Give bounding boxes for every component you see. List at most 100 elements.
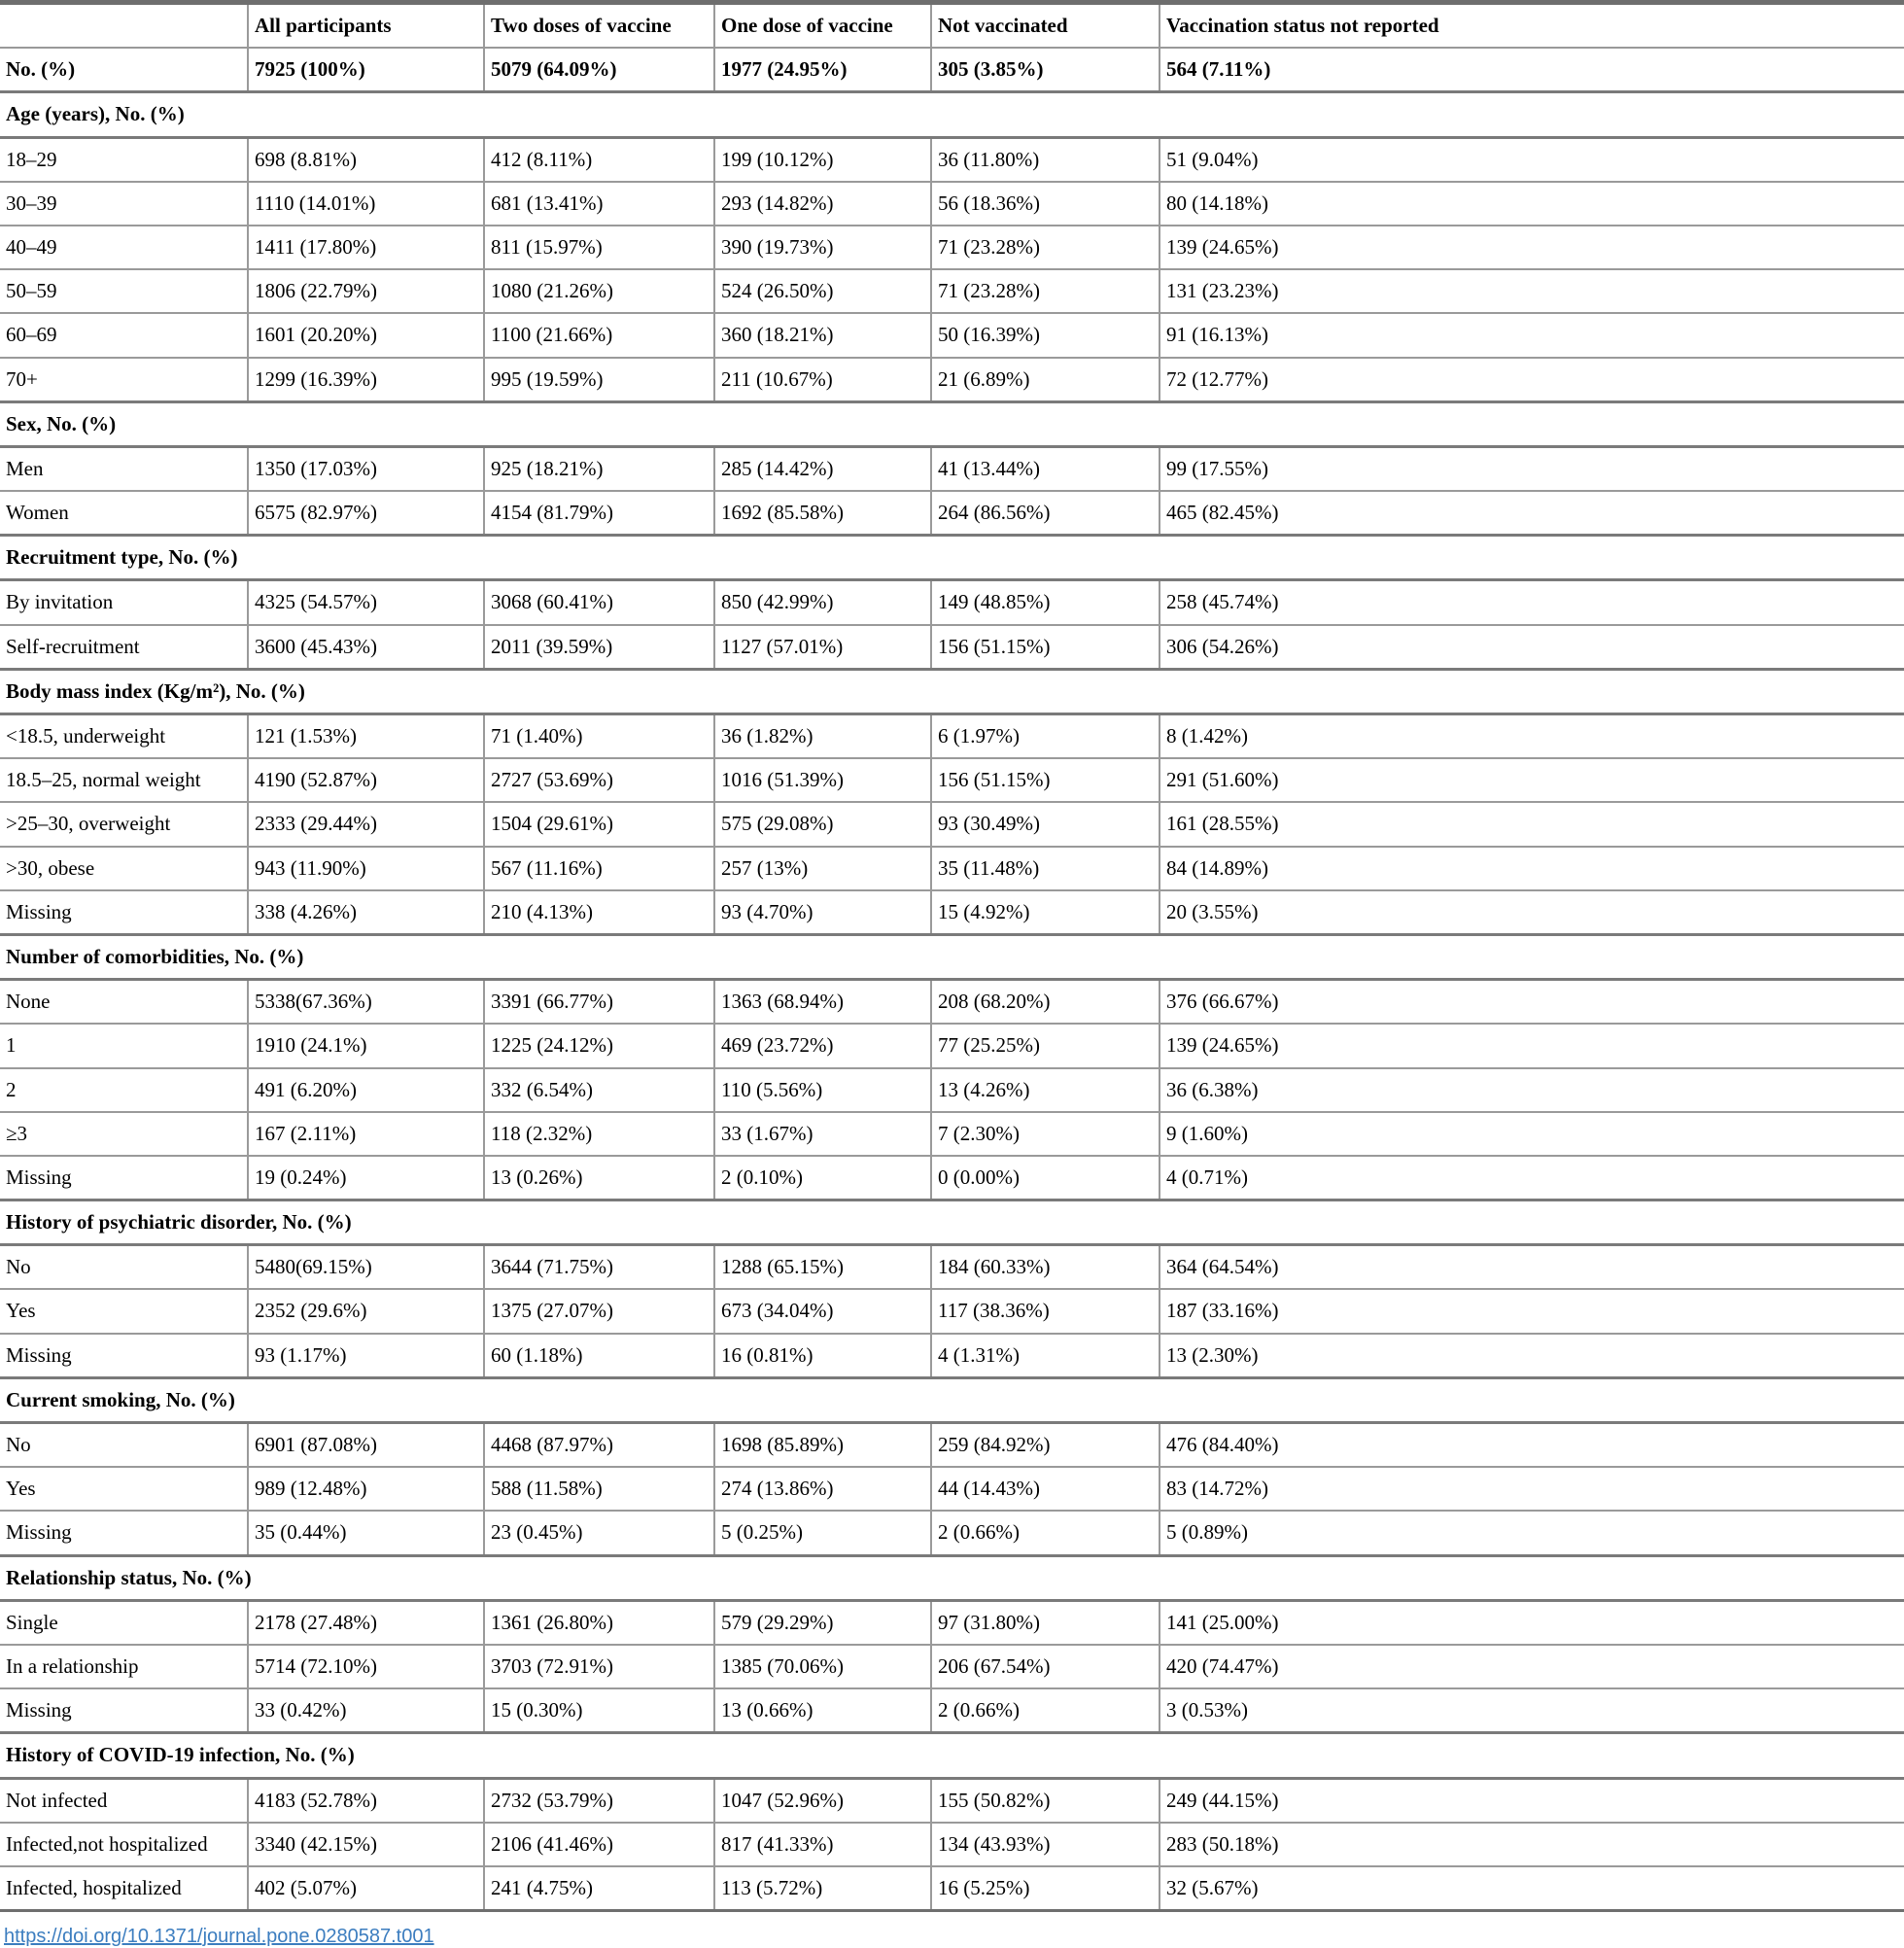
- table-row: >30, obese 943 (11.90%) 567 (11.16%) 257 (1…: [0, 845, 1904, 890]
- cell-value: 156 (51.15%): [930, 623, 1160, 670]
- cell-value: 698 (8.81%): [247, 136, 484, 182]
- cell-value: 3391 (66.77%): [483, 978, 714, 1025]
- cell-value: 8 (1.42%): [1159, 713, 1904, 759]
- cell-value: 77 (25.25%): [930, 1023, 1160, 1068]
- cell-value: 2 (0.66%): [930, 1510, 1160, 1556]
- row-label: >25–30, overweight: [0, 801, 248, 847]
- table-row: 60–69 1601 (20.20%) 1100 (21.66%) 360 (18.2…: [0, 312, 1904, 358]
- cell-value: 36 (11.80%): [930, 136, 1160, 182]
- cell-value: 7 (2.30%): [930, 1110, 1160, 1156]
- corner-cell: [0, 2, 248, 50]
- cell-value: 113 (5.72%): [713, 1864, 931, 1911]
- cell-value: 167 (2.11%): [247, 1110, 484, 1156]
- cell-value: 1361 (26.80%): [483, 1599, 714, 1645]
- cell-value: 1977 (24.95%): [713, 47, 931, 92]
- row-label: ≥3: [0, 1110, 248, 1156]
- row-label: 50–59: [0, 268, 248, 314]
- cell-value: 208 (68.20%): [930, 978, 1160, 1025]
- cell-value: 1601 (20.20%): [247, 312, 484, 358]
- row-label: >30, obese: [0, 845, 248, 890]
- row-label: 70+: [0, 356, 248, 402]
- table-row: 2 491 (6.20%) 332 (6.54%) 110 (5.56%) 13 (4.…: [0, 1066, 1904, 1112]
- cell-value: 56 (18.36%): [930, 180, 1160, 226]
- cell-value: 33 (0.42%): [247, 1687, 484, 1733]
- cell-value: 1806 (22.79%): [247, 268, 484, 314]
- cell-value: 491 (6.20%): [247, 1066, 484, 1112]
- cell-value: 2732 (53.79%): [483, 1777, 714, 1823]
- cell-value: 134 (43.93%): [930, 1821, 1160, 1866]
- cell-value: 0 (0.00%): [930, 1154, 1160, 1200]
- cell-value: 141 (25.00%): [1159, 1599, 1904, 1645]
- cell-value: 13 (2.30%): [1159, 1332, 1904, 1378]
- cell-value: 131 (23.23%): [1159, 268, 1904, 314]
- table-row: 70+ 1299 (16.39%) 995 (19.59%) 211 (10.67%)…: [0, 356, 1904, 402]
- column-header: All participants: [247, 2, 484, 50]
- cell-value: 211 (10.67%): [713, 356, 931, 402]
- cell-value: 4325 (54.57%): [247, 578, 484, 625]
- section-header-row: Sex, No. (%): [0, 400, 1904, 448]
- cell-value: 4154 (81.79%): [483, 490, 714, 536]
- cell-value: 2 (0.66%): [930, 1687, 1160, 1733]
- row-label: 2: [0, 1066, 248, 1112]
- cell-value: 5079 (64.09%): [483, 47, 714, 92]
- section-header-row: Body mass index (Kg/m²), No. (%): [0, 667, 1904, 716]
- cell-value: 161 (28.55%): [1159, 801, 1904, 847]
- cell-value: 23 (0.45%): [483, 1510, 714, 1556]
- cell-value: 1504 (29.61%): [483, 801, 714, 847]
- cell-value: 257 (13%): [713, 845, 931, 890]
- cell-value: 376 (66.67%): [1159, 978, 1904, 1025]
- cell-value: 21 (6.89%): [930, 356, 1160, 402]
- table-row: ≥3 167 (2.11%) 118 (2.32%) 33 (1.67%) 7 (2.3…: [0, 1110, 1904, 1156]
- cell-value: 6901 (87.08%): [247, 1421, 484, 1468]
- section-header: Number of comorbidities, No. (%): [0, 932, 1904, 982]
- cell-value: 5714 (72.10%): [247, 1643, 484, 1689]
- cell-value: 2106 (41.46%): [483, 1821, 714, 1866]
- cell-value: 41 (13.44%): [930, 445, 1160, 492]
- row-label: Single: [0, 1599, 248, 1645]
- cell-value: 811 (15.97%): [483, 224, 714, 270]
- section-header: History of psychiatric disorder, No. (%): [0, 1199, 1904, 1247]
- cell-value: 118 (2.32%): [483, 1110, 714, 1156]
- cell-value: 850 (42.99%): [713, 578, 931, 625]
- cell-value: 364 (64.54%): [1159, 1243, 1904, 1290]
- cell-value: 80 (14.18%): [1159, 180, 1904, 226]
- cell-value: 199 (10.12%): [713, 136, 931, 182]
- cell-value: 155 (50.82%): [930, 1777, 1160, 1823]
- cell-value: 4183 (52.78%): [247, 1777, 484, 1823]
- cell-value: 995 (19.59%): [483, 356, 714, 402]
- cell-value: 99 (17.55%): [1159, 445, 1904, 492]
- table-row: No 5480(69.15%) 3644 (71.75%) 1288 (65.15%)…: [0, 1243, 1904, 1290]
- row-label: 30–39: [0, 180, 248, 226]
- cell-value: 567 (11.16%): [483, 845, 714, 890]
- row-label: <18.5, underweight: [0, 713, 248, 759]
- table-row: 50–59 1806 (22.79%) 1080 (21.26%) 524 (26.5…: [0, 268, 1904, 314]
- column-header: Vaccination status not reported: [1159, 2, 1904, 50]
- section-header: Age (years), No. (%): [0, 90, 1904, 139]
- section-header: Relationship status, No. (%): [0, 1553, 1904, 1602]
- cell-value: 3340 (42.15%): [247, 1821, 484, 1866]
- cell-value: 1350 (17.03%): [247, 445, 484, 492]
- cell-value: 36 (1.82%): [713, 713, 931, 759]
- table-row: In a relationship 5714 (72.10%) 3703 (72.9…: [0, 1643, 1904, 1689]
- cell-value: 283 (50.18%): [1159, 1821, 1904, 1866]
- row-label: Women: [0, 490, 248, 536]
- column-header: One dose of vaccine: [713, 2, 931, 50]
- table-row: 30–39 1110 (14.01%) 681 (13.41%) 293 (14.82…: [0, 180, 1904, 226]
- doi-link[interactable]: https://doi.org/10.1371/journal.pone.028…: [4, 1926, 434, 1948]
- cell-value: 402 (5.07%): [247, 1864, 484, 1911]
- row-label: Missing: [0, 1687, 248, 1733]
- row-label: Missing: [0, 1332, 248, 1378]
- cell-value: 1047 (52.96%): [713, 1777, 931, 1823]
- column-header: Not vaccinated: [930, 2, 1160, 50]
- cell-value: 588 (11.58%): [483, 1466, 714, 1512]
- table-row: 1 1910 (24.1%) 1225 (24.12%) 469 (23.72%) 77…: [0, 1023, 1904, 1068]
- table-row: 18–29 698 (8.81%) 412 (8.11%) 199 (10.12%) 3…: [0, 136, 1904, 182]
- cell-value: 15 (4.92%): [930, 888, 1160, 935]
- table-row: Missing 93 (1.17%) 60 (1.18%) 16 (0.81%) 4 (…: [0, 1332, 1904, 1378]
- cell-value: 579 (29.29%): [713, 1599, 931, 1645]
- cell-value: 925 (18.21%): [483, 445, 714, 492]
- table-row: <18.5, underweight 121 (1.53%) 71 (1.40%) 3…: [0, 713, 1904, 759]
- cell-value: 285 (14.42%): [713, 445, 931, 492]
- table-row: Single 2178 (27.48%) 1361 (26.80%) 579 (29.…: [0, 1599, 1904, 1645]
